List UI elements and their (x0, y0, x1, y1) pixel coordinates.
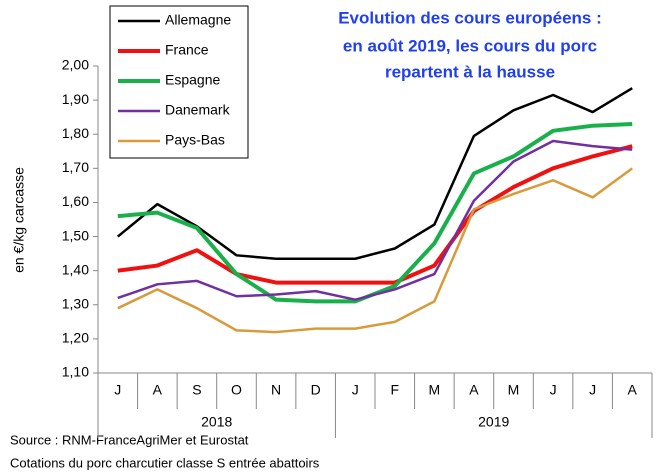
x-tick-label: F (391, 382, 400, 398)
y-tick-label: 1,30 (62, 295, 89, 311)
x-tick-label: A (628, 382, 638, 398)
x-tick-label: D (311, 382, 321, 398)
legend-label: Allemagne (165, 12, 231, 28)
x-tick-label: J (589, 382, 596, 398)
series-line (116, 87, 633, 260)
x-tick-label: O (231, 382, 242, 398)
x-tick-label: N (271, 382, 281, 398)
x-tick-label: J (550, 382, 557, 398)
y-tick-label: 1,20 (62, 330, 89, 346)
series-line (117, 139, 633, 301)
legend-label: Pays-Bas (165, 132, 225, 148)
legend-label: France (165, 42, 209, 58)
x-tick-label: A (469, 382, 479, 398)
x-tick-label: S (192, 382, 201, 398)
y-axis-label: en €/kg carcasse (11, 167, 27, 273)
y-tick-label: 2,00 (62, 57, 89, 73)
y-tick-label: 1,90 (62, 91, 89, 107)
y-tick-label: 1,40 (62, 261, 89, 277)
x-tick-label: J (352, 382, 359, 398)
chart-title: en août 2019, les cours du porc (343, 36, 597, 55)
y-tick-label: 1,80 (62, 125, 89, 141)
legend-label: Danemark (165, 102, 231, 118)
legend-label: Espagne (165, 72, 220, 88)
x-tick-label: A (153, 382, 163, 398)
source-note: Cotations du porc charcutier classe S en… (10, 455, 320, 470)
series-line (117, 167, 633, 334)
x-tick-label: J (114, 382, 121, 398)
source-note: Source : RNM-FranceAgriMer et Eurostat (10, 432, 249, 447)
y-tick-label: 1,60 (62, 193, 89, 209)
year-label: 2019 (478, 414, 509, 430)
y-tick-label: 1,10 (62, 364, 89, 380)
chart-title: repartent à la hausse (385, 62, 555, 81)
x-tick-label: M (508, 382, 520, 398)
chart-title: Evolution des cours européens : (338, 8, 602, 27)
y-tick-label: 1,50 (62, 227, 89, 243)
x-tick-label: M (429, 382, 441, 398)
series-line (117, 144, 633, 285)
y-tick-label: 1,70 (62, 159, 89, 175)
year-label: 2018 (201, 414, 232, 430)
